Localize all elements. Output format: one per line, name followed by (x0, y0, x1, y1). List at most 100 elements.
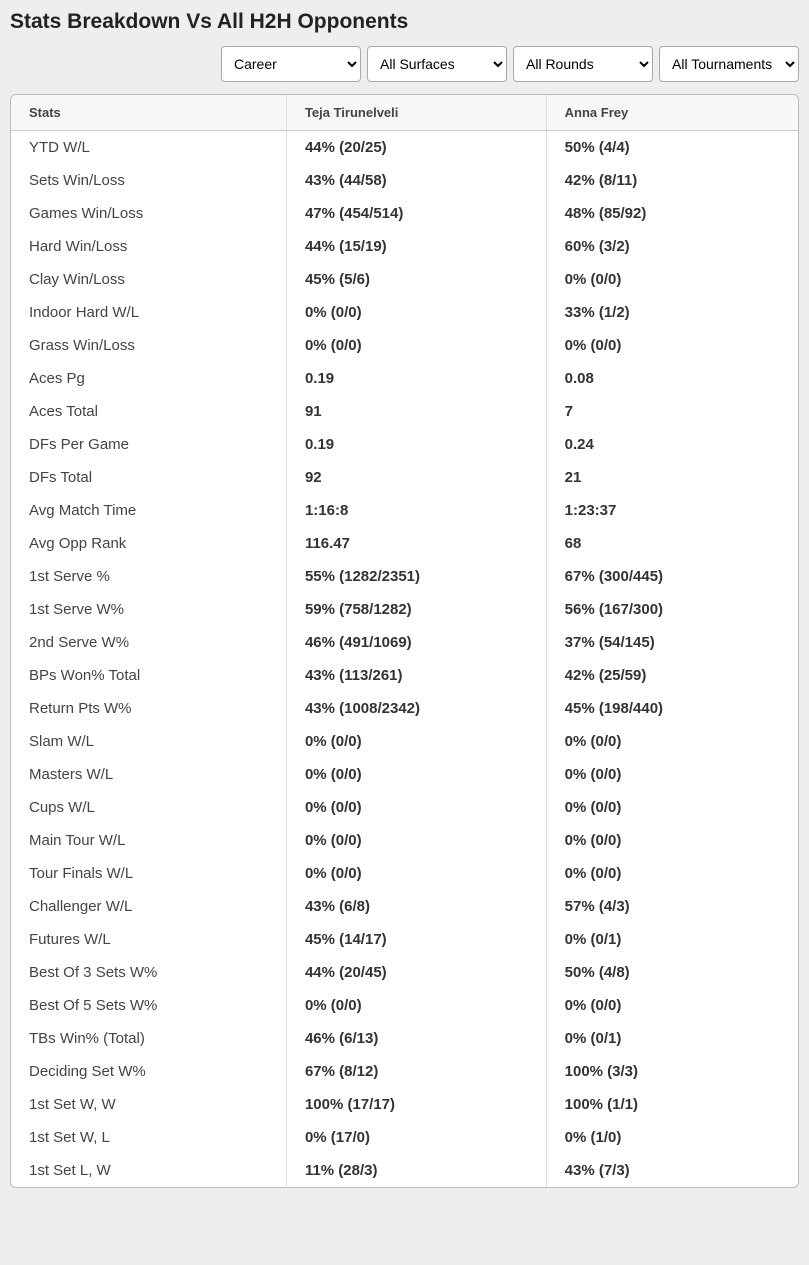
stat-label: Best Of 5 Sets W% (11, 989, 286, 1022)
stat-label: Tour Finals W/L (11, 857, 286, 890)
stat-value: 60% (3/2) (546, 230, 798, 263)
stat-value: 92 (286, 461, 546, 494)
stat-label: Avg Opp Rank (11, 527, 286, 560)
stat-label: 2nd Serve W% (11, 626, 286, 659)
stat-value: 43% (7/3) (546, 1154, 798, 1187)
stat-value: 0% (17/0) (286, 1121, 546, 1154)
table-row: 1st Set L, W11% (28/3)43% (7/3) (11, 1154, 798, 1187)
stat-value: 0% (0/0) (546, 725, 798, 758)
stat-value: 0.19 (286, 362, 546, 395)
table-row: 1st Serve %55% (1282/2351)67% (300/445) (11, 560, 798, 593)
table-row: Clay Win/Loss45% (5/6)0% (0/0) (11, 263, 798, 296)
stat-value: 43% (113/261) (286, 659, 546, 692)
stat-value: 45% (198/440) (546, 692, 798, 725)
stats-table: Stats Teja Tirunelveli Anna Frey YTD W/L… (11, 95, 798, 1187)
stat-value: 0% (0/0) (286, 296, 546, 329)
stat-value: 0% (0/0) (546, 824, 798, 857)
stat-label: Aces Total (11, 395, 286, 428)
table-row: Grass Win/Loss0% (0/0)0% (0/0) (11, 329, 798, 362)
stat-value: 59% (758/1282) (286, 593, 546, 626)
table-row: Best Of 3 Sets W%44% (20/45)50% (4/8) (11, 956, 798, 989)
stat-label: Futures W/L (11, 923, 286, 956)
stat-value: 116.47 (286, 527, 546, 560)
stat-label: YTD W/L (11, 131, 286, 165)
stat-value: 42% (25/59) (546, 659, 798, 692)
table-row: DFs Total9221 (11, 461, 798, 494)
stat-label: Aces Pg (11, 362, 286, 395)
stat-value: 0% (0/0) (546, 329, 798, 362)
table-row: 1st Serve W%59% (758/1282)56% (167/300) (11, 593, 798, 626)
period-select[interactable]: Career (221, 46, 361, 82)
stat-label: Challenger W/L (11, 890, 286, 923)
stat-label: Main Tour W/L (11, 824, 286, 857)
stat-value: 100% (3/3) (546, 1055, 798, 1088)
stat-label: Slam W/L (11, 725, 286, 758)
stat-value: 48% (85/92) (546, 197, 798, 230)
stat-value: 45% (14/17) (286, 923, 546, 956)
table-row: Slam W/L0% (0/0)0% (0/0) (11, 725, 798, 758)
stat-label: DFs Total (11, 461, 286, 494)
stat-value: 0% (0/0) (546, 989, 798, 1022)
stat-value: 0% (1/0) (546, 1121, 798, 1154)
stat-value: 0% (0/0) (286, 791, 546, 824)
stat-value: 46% (491/1069) (286, 626, 546, 659)
stat-value: 44% (20/25) (286, 131, 546, 165)
stat-value: 0% (0/1) (546, 923, 798, 956)
stat-label: Masters W/L (11, 758, 286, 791)
table-row: Futures W/L45% (14/17)0% (0/1) (11, 923, 798, 956)
stat-value: 0% (0/0) (286, 725, 546, 758)
stat-value: 0.24 (546, 428, 798, 461)
table-row: Masters W/L0% (0/0)0% (0/0) (11, 758, 798, 791)
stat-label: Cups W/L (11, 791, 286, 824)
stat-label: 1st Set W, W (11, 1088, 286, 1121)
table-row: Return Pts W%43% (1008/2342)45% (198/440… (11, 692, 798, 725)
stat-label: Avg Match Time (11, 494, 286, 527)
stat-value: 44% (15/19) (286, 230, 546, 263)
table-row: Deciding Set W%67% (8/12)100% (3/3) (11, 1055, 798, 1088)
stat-value: 11% (28/3) (286, 1154, 546, 1187)
table-row: Sets Win/Loss43% (44/58)42% (8/11) (11, 164, 798, 197)
stat-label: Hard Win/Loss (11, 230, 286, 263)
stat-value: 0% (0/0) (286, 989, 546, 1022)
stat-value: 37% (54/145) (546, 626, 798, 659)
stat-value: 0% (0/0) (546, 758, 798, 791)
stat-value: 43% (44/58) (286, 164, 546, 197)
stat-value: 0% (0/0) (286, 329, 546, 362)
stat-value: 0% (0/0) (546, 791, 798, 824)
table-row: Hard Win/Loss44% (15/19)60% (3/2) (11, 230, 798, 263)
filter-bar: Career All Surfaces All Rounds All Tourn… (10, 46, 799, 82)
table-row: Avg Match Time1:16:81:23:37 (11, 494, 798, 527)
table-row: Main Tour W/L0% (0/0)0% (0/0) (11, 824, 798, 857)
stat-value: 0% (0/0) (286, 824, 546, 857)
stat-value: 50% (4/8) (546, 956, 798, 989)
stat-value: 46% (6/13) (286, 1022, 546, 1055)
stat-value: 100% (17/17) (286, 1088, 546, 1121)
table-row: Aces Pg0.190.08 (11, 362, 798, 395)
surface-select[interactable]: All Surfaces (367, 46, 507, 82)
stat-value: 33% (1/2) (546, 296, 798, 329)
stat-value: 21 (546, 461, 798, 494)
table-row: Avg Opp Rank116.4768 (11, 527, 798, 560)
table-row: Games Win/Loss47% (454/514)48% (85/92) (11, 197, 798, 230)
stat-value: 67% (8/12) (286, 1055, 546, 1088)
stat-value: 42% (8/11) (546, 164, 798, 197)
stat-value: 7 (546, 395, 798, 428)
table-row: TBs Win% (Total)46% (6/13)0% (0/1) (11, 1022, 798, 1055)
col-stats: Stats (11, 95, 286, 131)
stat-label: TBs Win% (Total) (11, 1022, 286, 1055)
stat-label: Sets Win/Loss (11, 164, 286, 197)
table-row: Aces Total917 (11, 395, 798, 428)
tournament-select[interactable]: All Tournaments (659, 46, 799, 82)
stat-label: Best Of 3 Sets W% (11, 956, 286, 989)
stat-value: 57% (4/3) (546, 890, 798, 923)
table-row: DFs Per Game0.190.24 (11, 428, 798, 461)
stat-label: BPs Won% Total (11, 659, 286, 692)
stat-value: 56% (167/300) (546, 593, 798, 626)
stat-value: 0% (0/0) (286, 857, 546, 890)
page-title: Stats Breakdown Vs All H2H Opponents (10, 10, 799, 34)
round-select[interactable]: All Rounds (513, 46, 653, 82)
table-row: Tour Finals W/L0% (0/0)0% (0/0) (11, 857, 798, 890)
stat-value: 0.19 (286, 428, 546, 461)
stat-value: 45% (5/6) (286, 263, 546, 296)
stat-value: 47% (454/514) (286, 197, 546, 230)
